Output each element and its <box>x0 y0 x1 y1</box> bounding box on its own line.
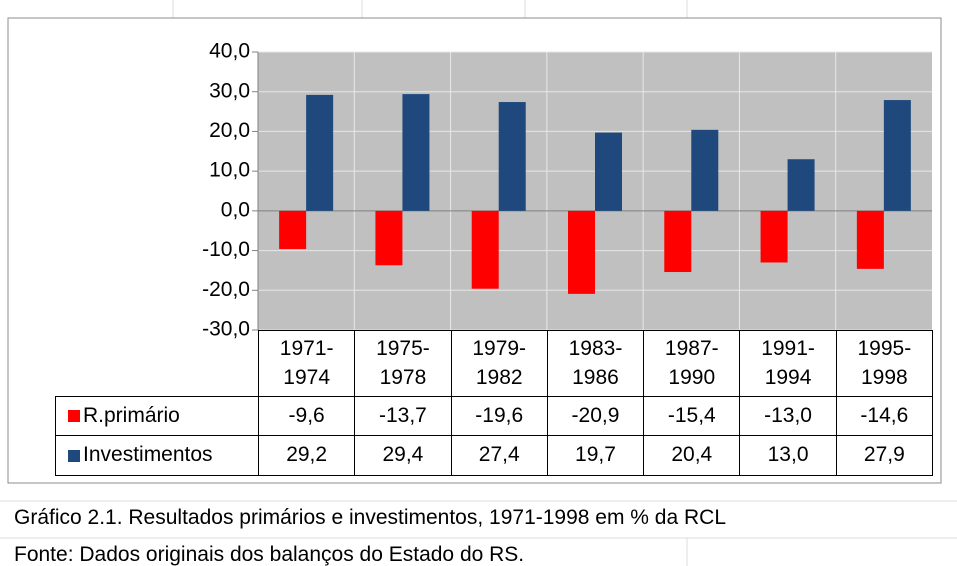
x-tick-label: 1987-1990 <box>643 330 741 396</box>
data-table-value: 27,4 <box>450 435 548 476</box>
bar <box>883 100 911 211</box>
data-table-value: 19,7 <box>546 435 645 476</box>
data-table-value: 29,4 <box>354 435 452 476</box>
data-table-value: 29,2 <box>258 435 356 476</box>
data-table-value: 27,9 <box>835 435 933 476</box>
y-tick-label: 30,0 <box>209 79 250 102</box>
data-table-value: -20,9 <box>546 396 645 436</box>
legend-label: R.primário <box>83 403 180 427</box>
y-tick-label: 0,0 <box>221 198 250 221</box>
bar <box>402 94 430 211</box>
legend-key <box>68 410 80 422</box>
caption: Gráfico 2.1. Resultados primários e inve… <box>14 506 727 529</box>
legend-key <box>68 449 80 462</box>
bar <box>595 132 622 211</box>
y-tick-label: -10,0 <box>202 238 250 261</box>
y-tick-label: 10,0 <box>209 159 250 182</box>
data-table-value: 13,0 <box>739 435 837 476</box>
bar <box>498 102 526 211</box>
y-tick-label: -30,0 <box>202 318 250 341</box>
bar <box>760 210 788 263</box>
legend-entry: Investimentos <box>55 435 259 476</box>
x-tick-label: 1979-1982 <box>450 330 548 396</box>
x-tick-label: 1991-1994 <box>739 330 837 396</box>
data-table-value: -19,6 <box>450 396 548 436</box>
data-table-value: -9,6 <box>258 396 356 436</box>
bar <box>471 210 499 289</box>
y-tick-label: 20,0 <box>209 119 250 142</box>
legend-entry: R.primário <box>55 396 259 436</box>
x-tick-label: 1975-1978 <box>354 330 452 396</box>
bar <box>856 210 884 269</box>
bar <box>568 210 595 294</box>
bar <box>306 94 334 211</box>
data-table-value: -15,4 <box>643 396 741 436</box>
legend-label: Investimentos <box>83 443 213 467</box>
data-table-value: -13,7 <box>354 396 452 436</box>
bar <box>375 210 403 266</box>
bar <box>279 210 307 249</box>
data-table-value: 20,4 <box>643 435 741 476</box>
bar <box>664 210 692 273</box>
x-tick-label: 1971-1974 <box>258 330 356 396</box>
data-table-value: -14,6 <box>835 396 933 436</box>
y-tick-label: 40,0 <box>209 40 250 63</box>
x-tick-label: 1983-1986 <box>546 330 645 396</box>
bar <box>691 129 719 211</box>
y-tick-label: -20,0 <box>202 278 250 301</box>
source-note: Fonte: Dados originais dos balanços do E… <box>14 543 525 566</box>
data-table-value: -13,0 <box>739 396 837 436</box>
x-tick-label: 1995-1998 <box>835 330 933 396</box>
bar <box>787 159 815 211</box>
